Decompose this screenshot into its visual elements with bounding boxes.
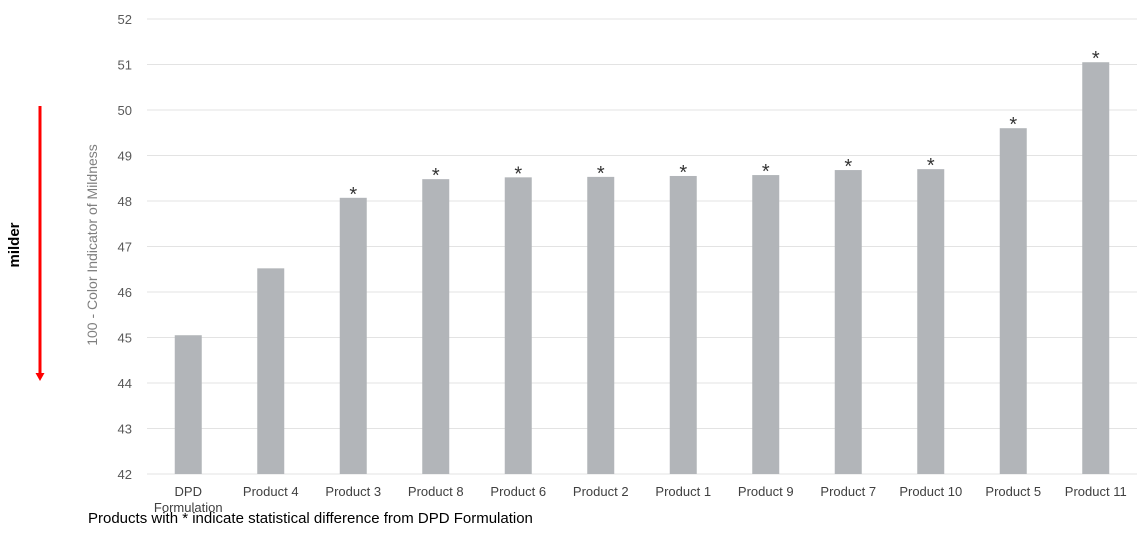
bars — [174, 62, 1110, 474]
bar — [504, 177, 532, 474]
gridlines — [147, 18, 1137, 475]
bar — [834, 170, 862, 474]
bar — [752, 175, 780, 474]
bar — [1082, 62, 1110, 474]
y-tick-label: 45 — [118, 331, 132, 346]
significance-marker: * — [844, 156, 852, 178]
significance-marker: * — [514, 163, 522, 185]
significance-marker: * — [762, 161, 770, 183]
milder-annotation: milder — [6, 106, 45, 381]
x-tick-label: Product 1 — [655, 484, 711, 499]
y-tick-label: 52 — [118, 12, 132, 27]
significance-marker: * — [432, 165, 440, 187]
significance-marker: * — [597, 163, 605, 185]
significance-marker: * — [349, 184, 357, 206]
y-tick-label: 49 — [118, 149, 132, 164]
footnote: Products with * indicate statistical dif… — [88, 510, 533, 527]
y-tick-label: 51 — [118, 58, 132, 73]
y-tick-label: 42 — [118, 467, 132, 482]
bar — [669, 175, 697, 474]
x-tick-label: Product 8 — [408, 484, 464, 499]
bar — [174, 335, 202, 474]
milder-label: milder — [6, 222, 23, 267]
x-tick-label: Product 2 — [573, 484, 629, 499]
x-tick-label: Formulation — [154, 500, 223, 515]
bar — [999, 128, 1027, 474]
x-tick-label: DPD — [175, 484, 202, 499]
y-tick-label: 48 — [118, 194, 132, 209]
x-tick-label: Product 4 — [243, 484, 299, 499]
y-tick-label: 43 — [118, 422, 132, 437]
x-tick-label: Product 3 — [325, 484, 381, 499]
bar — [422, 179, 450, 474]
significance-markers: * * * * * * * * * * — [349, 48, 1100, 206]
y-tick-label: 46 — [118, 285, 132, 300]
x-tick-label: Product 9 — [738, 484, 794, 499]
bar — [917, 169, 945, 474]
x-tick-label: Product 11 — [1065, 484, 1127, 499]
y-tick-label: 50 — [118, 103, 132, 118]
y-axis-ticks: 42 43 44 45 46 47 48 49 50 51 52 — [118, 12, 132, 482]
x-tick-label: Product 7 — [820, 484, 876, 499]
y-tick-label: 47 — [118, 240, 132, 255]
significance-marker: * — [927, 155, 935, 177]
bar — [587, 176, 615, 474]
bar — [257, 268, 285, 474]
significance-marker: * — [1009, 114, 1017, 136]
y-tick-label: 44 — [118, 376, 132, 391]
significance-marker: * — [679, 162, 687, 184]
x-tick-label: Product 5 — [985, 484, 1041, 499]
significance-marker: * — [1092, 48, 1100, 70]
y-axis-label: 100 - Color Indicator of Mildness — [84, 144, 100, 346]
x-tick-label: Product 6 — [490, 484, 546, 499]
arrow-head-icon — [35, 373, 45, 381]
bar — [339, 197, 367, 474]
x-tick-label: Product 10 — [899, 484, 962, 499]
